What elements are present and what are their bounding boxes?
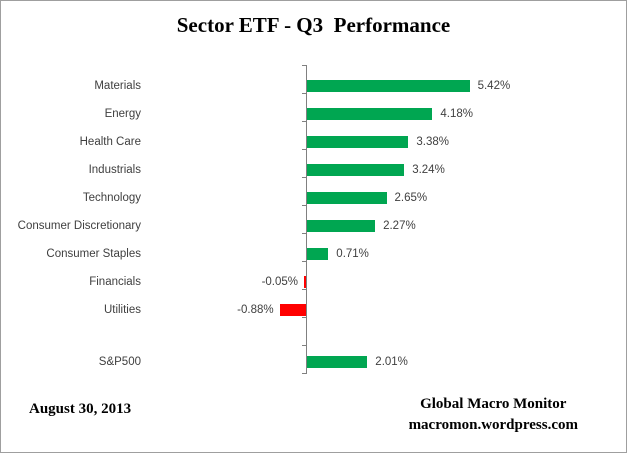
bar-s-p500: [307, 356, 368, 368]
axis-tick-mark: [302, 205, 307, 206]
value-label-utilities: -0.88%: [237, 304, 274, 316]
value-label-materials: 5.42%: [477, 80, 511, 92]
value-label-consumer-discretionary: 2.27%: [383, 220, 416, 232]
value-label-s-p500: 2.01%: [375, 356, 408, 368]
value-label-energy: 4.18%: [440, 108, 473, 120]
bar-consumer-discretionary: [307, 220, 376, 232]
footer-date: August 30, 2013: [29, 401, 132, 417]
attribution-url: macromon.wordpress.com: [408, 417, 578, 433]
category-label-consumer-staples: Consumer Staples: [46, 248, 141, 260]
chart-title: Sector ETF - Q3 Performance: [176, 13, 451, 37]
category-label-technology: Technology: [82, 192, 141, 204]
axis-tick-mark: [302, 289, 307, 290]
bar-industrials: [307, 164, 405, 176]
axis-tick-mark: [302, 121, 307, 122]
category-label-materials: Materials: [94, 80, 141, 92]
value-label-health-care: 3.38%: [416, 136, 449, 148]
axis-tick-mark: [302, 177, 307, 178]
value-label-consumer-staples: 0.71%: [336, 248, 369, 260]
footer-attribution: Global Macro Monitor macromon.wordpress.…: [409, 394, 578, 436]
bar-financials: [304, 276, 306, 288]
axis-tick-mark: [302, 93, 307, 94]
category-axis-line: [306, 65, 307, 373]
category-label-health-care: Health Care: [79, 136, 141, 148]
axis-tick-mark: [302, 149, 307, 150]
category-label-s-p500: S&P500: [98, 356, 141, 368]
axis-tick-mark: [302, 65, 307, 66]
bar-technology: [307, 192, 387, 204]
axis-tick-mark: [302, 317, 307, 318]
bar-utilities: [279, 304, 306, 316]
category-label-financials: Financials: [89, 276, 141, 288]
axis-tick-mark: [302, 261, 307, 262]
axis-tick-mark: [302, 345, 307, 346]
value-label-industrials: 3.24%: [412, 164, 445, 176]
bar-health-care: [307, 136, 409, 148]
bar-energy: [307, 108, 433, 120]
bar-consumer-staples: [307, 248, 329, 260]
value-label-technology: 2.65%: [394, 192, 428, 204]
category-label-energy: Energy: [104, 108, 141, 120]
category-label-industrials: Industrials: [88, 164, 141, 176]
axis-tick-mark: [302, 373, 307, 374]
attribution-source: Global Macro Monitor: [420, 396, 567, 412]
axis-tick-mark: [302, 233, 307, 234]
category-label-utilities: Utilities: [103, 304, 141, 316]
bar-materials: [307, 80, 470, 92]
value-label-financials: -0.05%: [261, 276, 298, 288]
category-label-consumer-discretionary: Consumer Discretionary: [17, 220, 141, 232]
